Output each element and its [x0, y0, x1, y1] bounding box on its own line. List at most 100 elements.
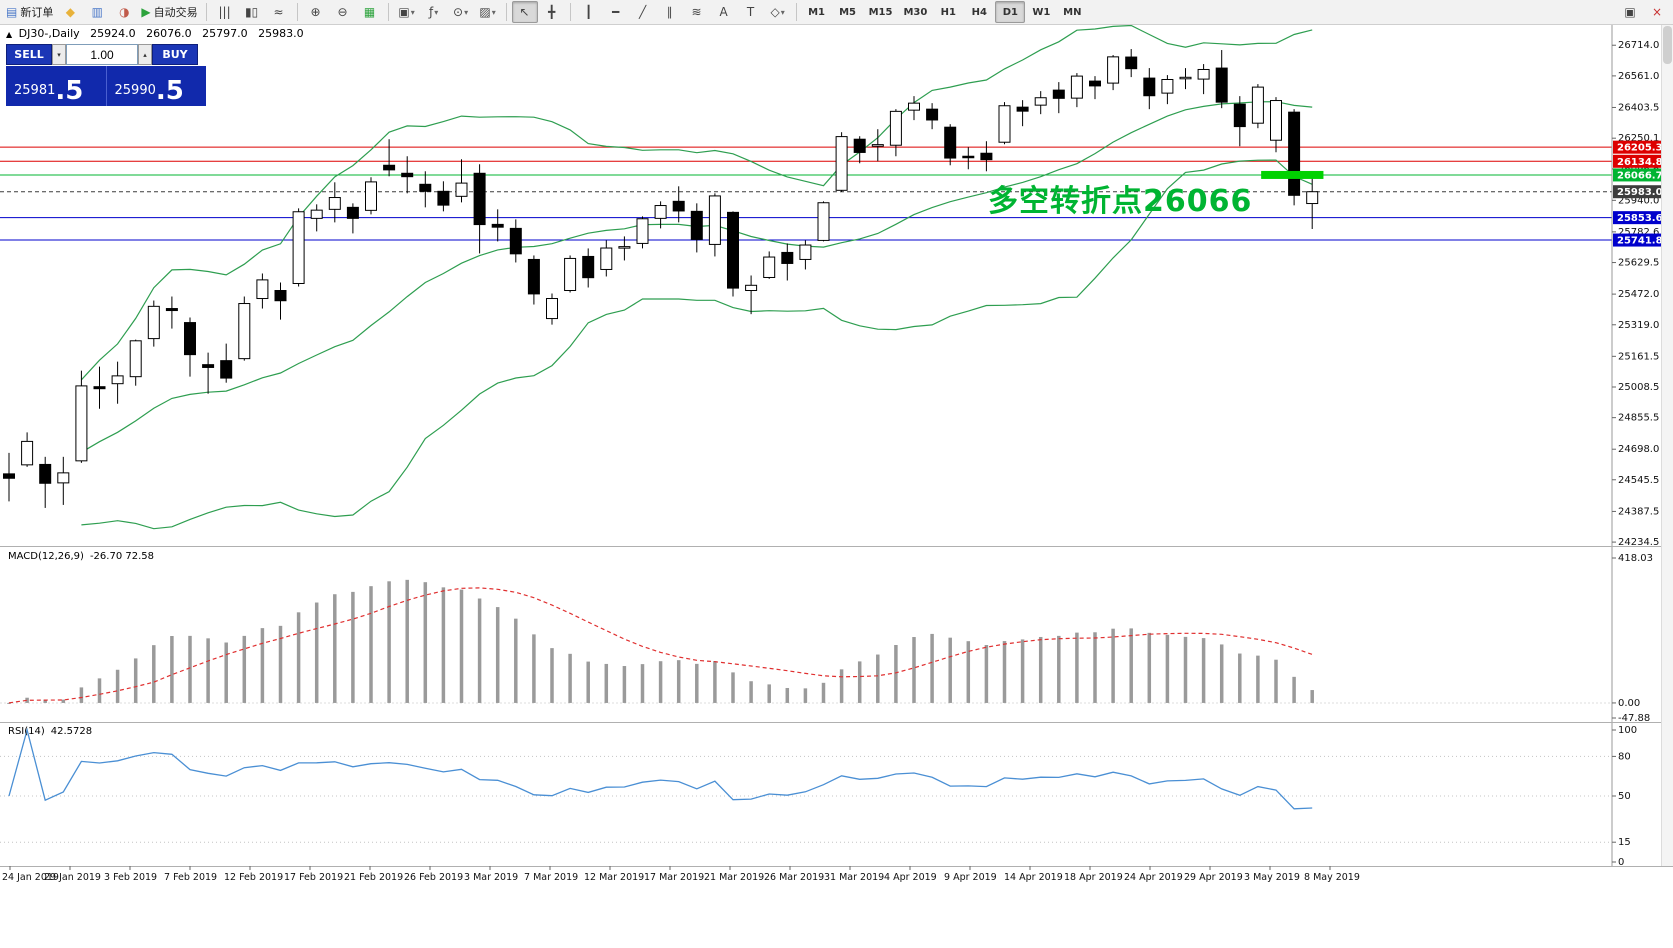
new-window-menu[interactable]: ▣ ▾ — [394, 1, 420, 23]
timeframe-h4-button[interactable]: H4 — [971, 6, 987, 18]
svg-text:24 Apr 2019: 24 Apr 2019 — [1124, 872, 1183, 883]
toolbar-separator — [569, 3, 571, 21]
channel-tool[interactable]: ∥ — [657, 1, 683, 23]
macd-signal-line — [8, 587, 1313, 704]
timeframe-m15-button[interactable]: M15 — [868, 6, 893, 18]
rsi-panel: 100 80 50 15 0 — [0, 725, 1637, 868]
arrows-tool[interactable]: ◇ ▾ — [765, 1, 791, 23]
svg-text:26250.1: 26250.1 — [1618, 133, 1659, 144]
new-window-menu-dropdown-icon[interactable]: ▾ — [410, 7, 415, 17]
toolbar-separator — [795, 3, 797, 21]
timeframe-d1-button[interactable]: D1 — [995, 1, 1026, 23]
chart-area[interactable]: 26714.026561.026403.526250.126096.625940… — [0, 24, 1673, 948]
collapse-icon[interactable]: ▲ — [6, 30, 13, 39]
dock-window-icon-glyph: ▣ — [1624, 5, 1636, 19]
pivot-highlight-bar[interactable] — [1261, 170, 1324, 179]
ohlc-open: 25924.0 — [90, 27, 136, 40]
buy-button[interactable]: BUY — [152, 44, 198, 65]
svg-text:25472.0: 25472.0 — [1618, 289, 1659, 300]
svg-text:24698.0: 24698.0 — [1618, 444, 1659, 455]
volume-input[interactable] — [66, 44, 138, 65]
timeframe-m30-button[interactable]: M30 — [903, 6, 928, 18]
indicators-menu[interactable]: ƒ ▾ — [421, 1, 447, 23]
crosshair-tool[interactable]: ╋ — [539, 1, 565, 23]
svg-text:-47.88: -47.88 — [1618, 713, 1650, 724]
horizontal-line-tool[interactable]: ━ — [603, 1, 629, 23]
timeframe-m1-button[interactable]: M1 — [808, 6, 826, 18]
zoom-out-icon-glyph: ⊖ — [337, 5, 348, 19]
buy-price[interactable]: 25990.5 — [114, 75, 184, 106]
cursor-tool[interactable]: ↖ — [511, 1, 538, 23]
svg-text:24545.5: 24545.5 — [1618, 475, 1659, 486]
pivot-line-badge — [1613, 168, 1667, 182]
fibonacci-tool[interactable]: ≋ — [684, 1, 710, 23]
volume-down-button[interactable]: ▾ — [52, 44, 66, 65]
trendline-tool[interactable]: ╱ — [630, 1, 656, 23]
svg-text:8 May 2019: 8 May 2019 — [1304, 872, 1360, 883]
candlestick-chart-icon[interactable]: ▮▯ — [239, 1, 265, 23]
template-menu[interactable]: ▨ ▾ — [475, 1, 501, 23]
chart-canvas[interactable]: 26714.026561.026403.526250.126096.625940… — [0, 24, 1673, 948]
period-menu-dropdown-icon[interactable]: ▾ — [464, 7, 469, 17]
svg-text:0.00: 0.00 — [1618, 698, 1640, 709]
bar-chart-icon[interactable]: ||| — [212, 1, 238, 23]
news-icon-glyph: ◑ — [119, 5, 130, 19]
macd-indicator-label: MACD(12,26,9) -26.70 72.58 — [8, 551, 154, 562]
period-menu[interactable]: ⊙ ▾ — [448, 1, 474, 23]
resistance-line-2-badge — [1613, 154, 1667, 168]
mql5-community-icon[interactable]: ◆ — [57, 1, 83, 23]
svg-text:25629.5: 25629.5 — [1618, 258, 1659, 269]
ohlc-high: 26076.0 — [146, 27, 192, 40]
line-chart-icon[interactable]: ≈ — [266, 1, 292, 23]
label-tool[interactable]: T — [738, 1, 764, 23]
close-icon[interactable]: × — [1644, 1, 1670, 23]
zoom-in-icon[interactable]: ⊕ — [303, 1, 329, 23]
new-order-button-label: 新订单 — [20, 6, 54, 19]
news-icon[interactable]: ◑ — [111, 1, 137, 23]
svg-text:24387.5: 24387.5 — [1618, 506, 1659, 517]
sell-button[interactable]: SELL — [6, 44, 52, 65]
arrows-tool-dropdown-icon[interactable]: ▾ — [780, 7, 785, 17]
svg-text:24 Jan 2019: 24 Jan 2019 — [2, 872, 59, 883]
autotrading-button[interactable]: ▶ 自动交易 — [138, 1, 200, 23]
ohlc-close: 25983.0 — [258, 27, 304, 40]
candlestick-chart-icon-glyph: ▮▯ — [244, 5, 259, 19]
vertical-scrollbar[interactable] — [1661, 24, 1673, 866]
timeframe-m5-button[interactable]: M5 — [839, 6, 857, 18]
bollinger-upper — [80, 24, 1313, 381]
one-click-trading-panel: SELL ▾ ▴ BUY 25981.5 25990.5 — [6, 44, 206, 106]
svg-text:26 Feb 2019: 26 Feb 2019 — [404, 872, 463, 883]
sell-price[interactable]: 25981.5 — [14, 75, 84, 106]
text-tool[interactable]: A — [711, 1, 737, 23]
svg-text:418.03: 418.03 — [1618, 553, 1653, 564]
rsi-indicator-label: RSI(14) 42.5728 — [8, 726, 93, 737]
timeframe-mn-button[interactable]: MN — [1063, 6, 1082, 18]
indicators-menu-dropdown-icon[interactable]: ▾ — [434, 7, 439, 17]
bollinger-bands — [80, 24, 1313, 530]
new-order-button[interactable]: ▤ 新订单 — [3, 1, 56, 23]
dock-window-icon[interactable]: ▣ — [1617, 1, 1643, 23]
vertical-line-tool[interactable]: ┃ — [576, 1, 602, 23]
svg-text:15: 15 — [1618, 837, 1631, 848]
svg-text:25782.6: 25782.6 — [1618, 227, 1659, 238]
channel-tool-glyph: ∥ — [666, 5, 673, 19]
timeframe-h1-button[interactable]: H1 — [940, 6, 956, 18]
timeframe-w1-button[interactable]: W1 — [1032, 6, 1051, 18]
pivot-annotation-text[interactable]: 多空转折点26066 — [988, 184, 1253, 219]
svg-text:25983.0: 25983.0 — [1617, 187, 1663, 198]
vertical-line-tool-glyph: ┃ — [584, 5, 593, 19]
toolbar-separator — [205, 3, 207, 21]
toolbar: ▤ 新订单 ◆ ▥ ◑ ▶ 自动交易 ||| ▮▯ ≈ ⊕ ⊖ ▦ ▣ ▾ ƒ ▾ ⊙ ▾ ▨ ▾ ↖ ╋ ┃ ━ ╱ ∥ ≋ A T ◇ ▾… — [0, 0, 1673, 25]
label-tool-glyph: T — [746, 5, 755, 19]
strategy-tester-icon[interactable]: ▦ — [357, 1, 383, 23]
bid-line-badge — [1613, 185, 1667, 199]
support-line-1-badge — [1613, 211, 1667, 225]
market-depth-icon[interactable]: ▥ — [84, 1, 110, 23]
template-menu-dropdown-icon[interactable]: ▾ — [491, 7, 496, 17]
svg-text:25161.5: 25161.5 — [1618, 351, 1659, 362]
scrollbar-thumb[interactable] — [1663, 26, 1672, 64]
price-display[interactable]: 25981.5 25990.5 — [6, 66, 206, 106]
zoom-out-icon[interactable]: ⊖ — [330, 1, 356, 23]
volume-up-button[interactable]: ▴ — [138, 44, 152, 65]
toolbar-separator — [505, 3, 507, 21]
